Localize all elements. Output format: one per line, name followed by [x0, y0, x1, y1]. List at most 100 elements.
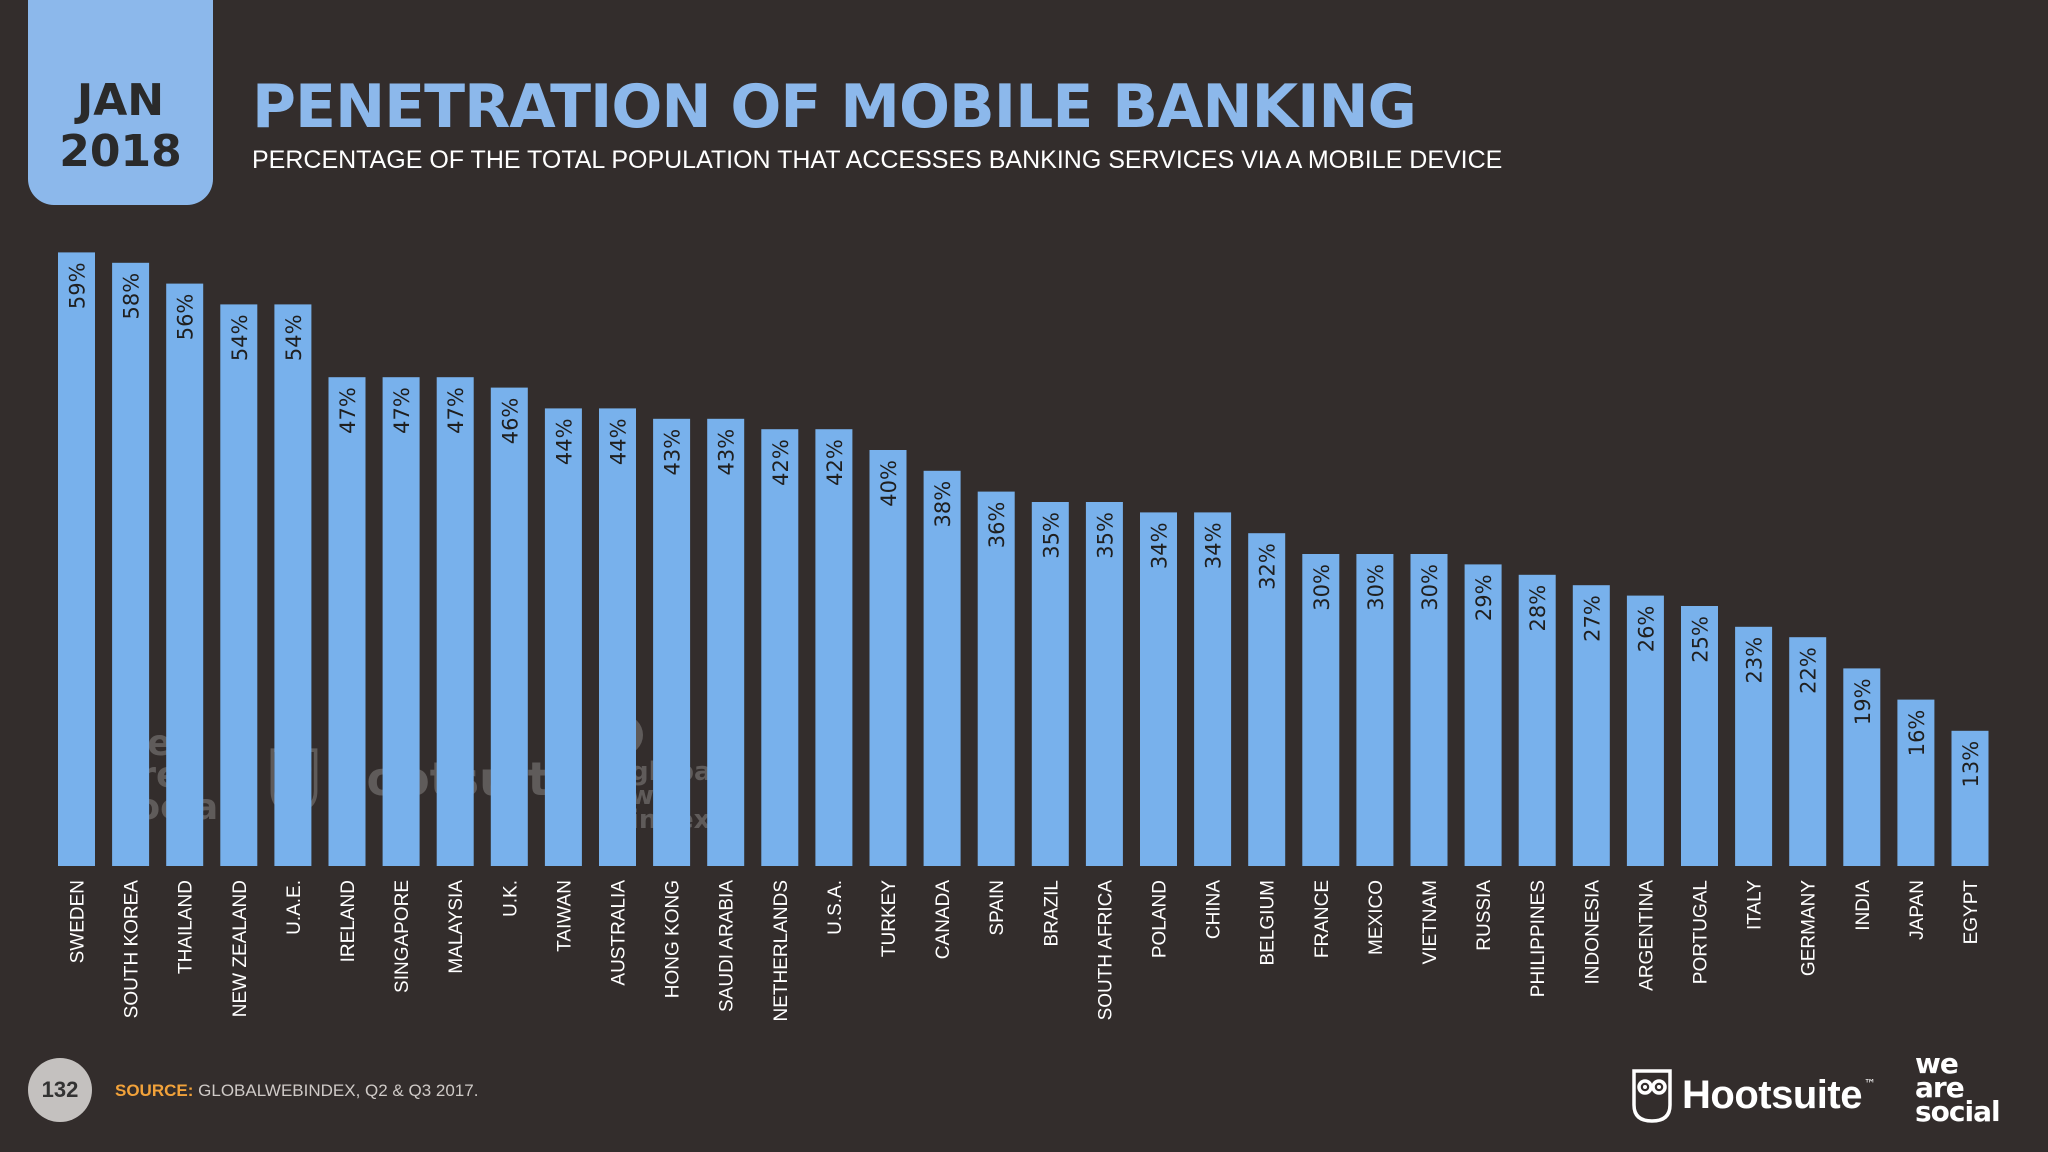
value-label: 16%	[1905, 710, 1929, 757]
value-label: 47%	[444, 387, 468, 434]
bar-portugal	[1681, 606, 1718, 866]
value-label: 19%	[1851, 678, 1875, 725]
category-label: CHINA	[1204, 880, 1225, 939]
value-label: 34%	[1148, 522, 1172, 569]
bar-brazil	[1031, 502, 1069, 866]
category-label: SWEDEN	[68, 880, 89, 963]
bar-new-zealand	[220, 304, 258, 866]
bar-south-africa	[1085, 502, 1123, 866]
bar-taiwan	[544, 408, 582, 866]
bar-u-k	[490, 387, 528, 866]
category-label: TAIWAN	[554, 880, 575, 952]
value-label: 36%	[985, 502, 1009, 549]
bar-canada	[923, 470, 961, 866]
bar-south-korea	[112, 262, 150, 866]
category-label: AUSTRALIA	[609, 880, 630, 986]
value-label: 44%	[607, 418, 631, 465]
category-label: SAUDI ARABIA	[717, 880, 738, 1012]
hootsuite-brand-text: Hootsuite	[1682, 1072, 1862, 1117]
bar-italy	[1735, 626, 1773, 866]
value-label: 28%	[1526, 585, 1550, 632]
bar-saudi-arabia	[707, 418, 745, 866]
value-label: 43%	[661, 429, 685, 476]
bar-mexico	[1356, 554, 1394, 866]
value-label: 30%	[1364, 564, 1388, 611]
source-label: SOURCE:	[115, 1081, 194, 1100]
category-label: TURKEY	[879, 880, 900, 957]
date-badge: JAN 2018	[28, 0, 213, 205]
bar-hong-kong	[653, 418, 691, 866]
category-label: INDIA	[1853, 880, 1874, 931]
value-label: 35%	[1093, 512, 1117, 559]
value-label: 54%	[282, 314, 306, 361]
value-label: 47%	[336, 387, 360, 434]
category-label: JAPAN	[1907, 880, 1928, 940]
value-label: 56%	[174, 294, 198, 341]
value-label: 42%	[823, 439, 847, 486]
source-text: GLOBALWEBINDEX, Q2 & Q3 2017.	[198, 1081, 479, 1100]
category-label: CANADA	[933, 880, 954, 960]
bar-u-a-e	[274, 304, 312, 866]
category-label: U.S.A.	[825, 880, 846, 935]
value-label: 25%	[1689, 616, 1713, 663]
value-label: 43%	[715, 429, 739, 476]
value-label: 35%	[1039, 512, 1063, 559]
bar-u-s-a	[815, 429, 853, 866]
page-subtitle: PERCENTAGE OF THE TOTAL POPULATION THAT …	[252, 146, 1503, 174]
category-label: U.A.E.	[284, 880, 305, 935]
bar-argentina	[1626, 595, 1664, 866]
was-line-we: we	[1915, 1047, 1959, 1080]
category-label: EGYPT	[1961, 880, 1982, 945]
category-label: SPAIN	[987, 880, 1008, 936]
value-label: 34%	[1202, 522, 1226, 569]
value-label: 29%	[1472, 574, 1496, 621]
category-label: MEXICO	[1366, 880, 1387, 955]
bar-singapore	[382, 377, 420, 866]
bar-vietnam	[1410, 554, 1448, 866]
value-label: 54%	[228, 314, 252, 361]
category-label: SOUTH KOREA	[122, 880, 143, 1019]
hootsuite-logo: Hootsuite ™	[1632, 1063, 1876, 1127]
bar-china	[1194, 512, 1232, 866]
value-label: 40%	[877, 460, 901, 507]
category-label: SOUTH AFRICA	[1095, 880, 1116, 1021]
bar-japan	[1897, 699, 1935, 866]
we-are-social-logo: we are social	[1915, 1047, 2001, 1126]
value-label: 47%	[390, 387, 414, 434]
bar-france	[1302, 554, 1340, 866]
bar-spain	[977, 491, 1015, 866]
category-label: RUSSIA	[1474, 880, 1495, 951]
category-label: IRELAND	[338, 880, 359, 962]
value-label: 30%	[1418, 564, 1442, 611]
bar-netherlands	[761, 429, 799, 866]
value-label: 32%	[1256, 543, 1280, 590]
category-label: FRANCE	[1312, 880, 1333, 958]
value-label: 42%	[769, 439, 793, 486]
bar-philippines	[1518, 574, 1556, 866]
bar-belgium	[1248, 533, 1286, 866]
category-label: PHILIPPINES	[1528, 880, 1549, 997]
value-label: 38%	[931, 481, 955, 528]
value-label: 22%	[1797, 647, 1821, 694]
bar-germany	[1789, 637, 1827, 866]
bar-turkey	[869, 450, 907, 866]
owl-icon	[1632, 1069, 1672, 1123]
category-label: GERMANY	[1799, 880, 1820, 976]
bar-australia	[599, 408, 636, 866]
bar-thailand	[166, 283, 204, 867]
category-label: ITALY	[1745, 880, 1766, 930]
category-label: INDONESIA	[1582, 880, 1603, 985]
value-label: 58%	[120, 273, 144, 320]
value-label: 46%	[498, 398, 522, 445]
value-label: 44%	[552, 418, 576, 465]
category-label: VIETNAM	[1420, 880, 1441, 964]
category-label: NEW ZEALAND	[230, 880, 251, 1017]
value-label: 26%	[1634, 606, 1658, 653]
page-number: 132	[28, 1058, 92, 1122]
bar-egypt	[1951, 730, 1989, 866]
category-label: SINGAPORE	[392, 880, 413, 993]
category-label: PORTUGAL	[1691, 880, 1712, 984]
category-label: BELGIUM	[1258, 880, 1279, 966]
bar-russia	[1464, 564, 1502, 866]
